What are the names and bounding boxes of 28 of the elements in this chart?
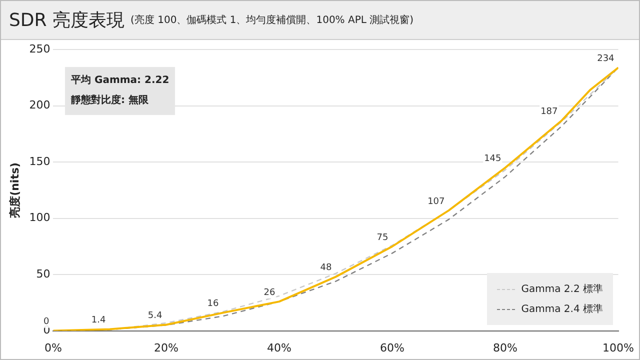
legend-label: Gamma 2.2 標準 [521,282,603,296]
data-label: 187 [540,106,558,117]
x-tick-label: 0% [44,341,62,354]
chart-subtitle: (亮度 100、伽碼模式 1、均勻度補償開、100% APL 測試視窗) [130,14,414,27]
y-tick-label: 100 [29,211,50,224]
data-label: 26 [264,288,276,298]
data-label: 107 [428,196,445,207]
y-axis-title: 亮度(nits) [8,162,22,219]
data-label: 75 [376,232,388,243]
x-tick-label: 80% [493,341,518,354]
data-label: 1.4 [91,316,106,326]
annotation: 靜態對比度: 無限 [71,93,150,108]
y-tick-label: 150 [29,154,50,168]
x-tick-label: 60% [380,341,404,354]
chart-title: SDR 亮度表現 [9,9,125,32]
legend-label: Gamma 2.4 標準 [521,302,603,316]
data-label: 234 [597,54,615,64]
data-label: 145 [484,154,502,164]
x-tick-label: 20% [154,341,178,354]
data-label: 16 [207,299,219,310]
y-tick-label: 250 [29,42,50,56]
data-label: 48 [320,263,332,274]
x-tick-label: 100% [602,341,634,354]
annotation: 平均 Gamma: 2.22 [71,74,170,88]
y-tick-label: 200 [29,98,50,112]
x-tick-label: 40% [267,341,292,354]
y-tick-label: 50 [36,267,50,280]
data-label: 5.4 [148,311,162,322]
